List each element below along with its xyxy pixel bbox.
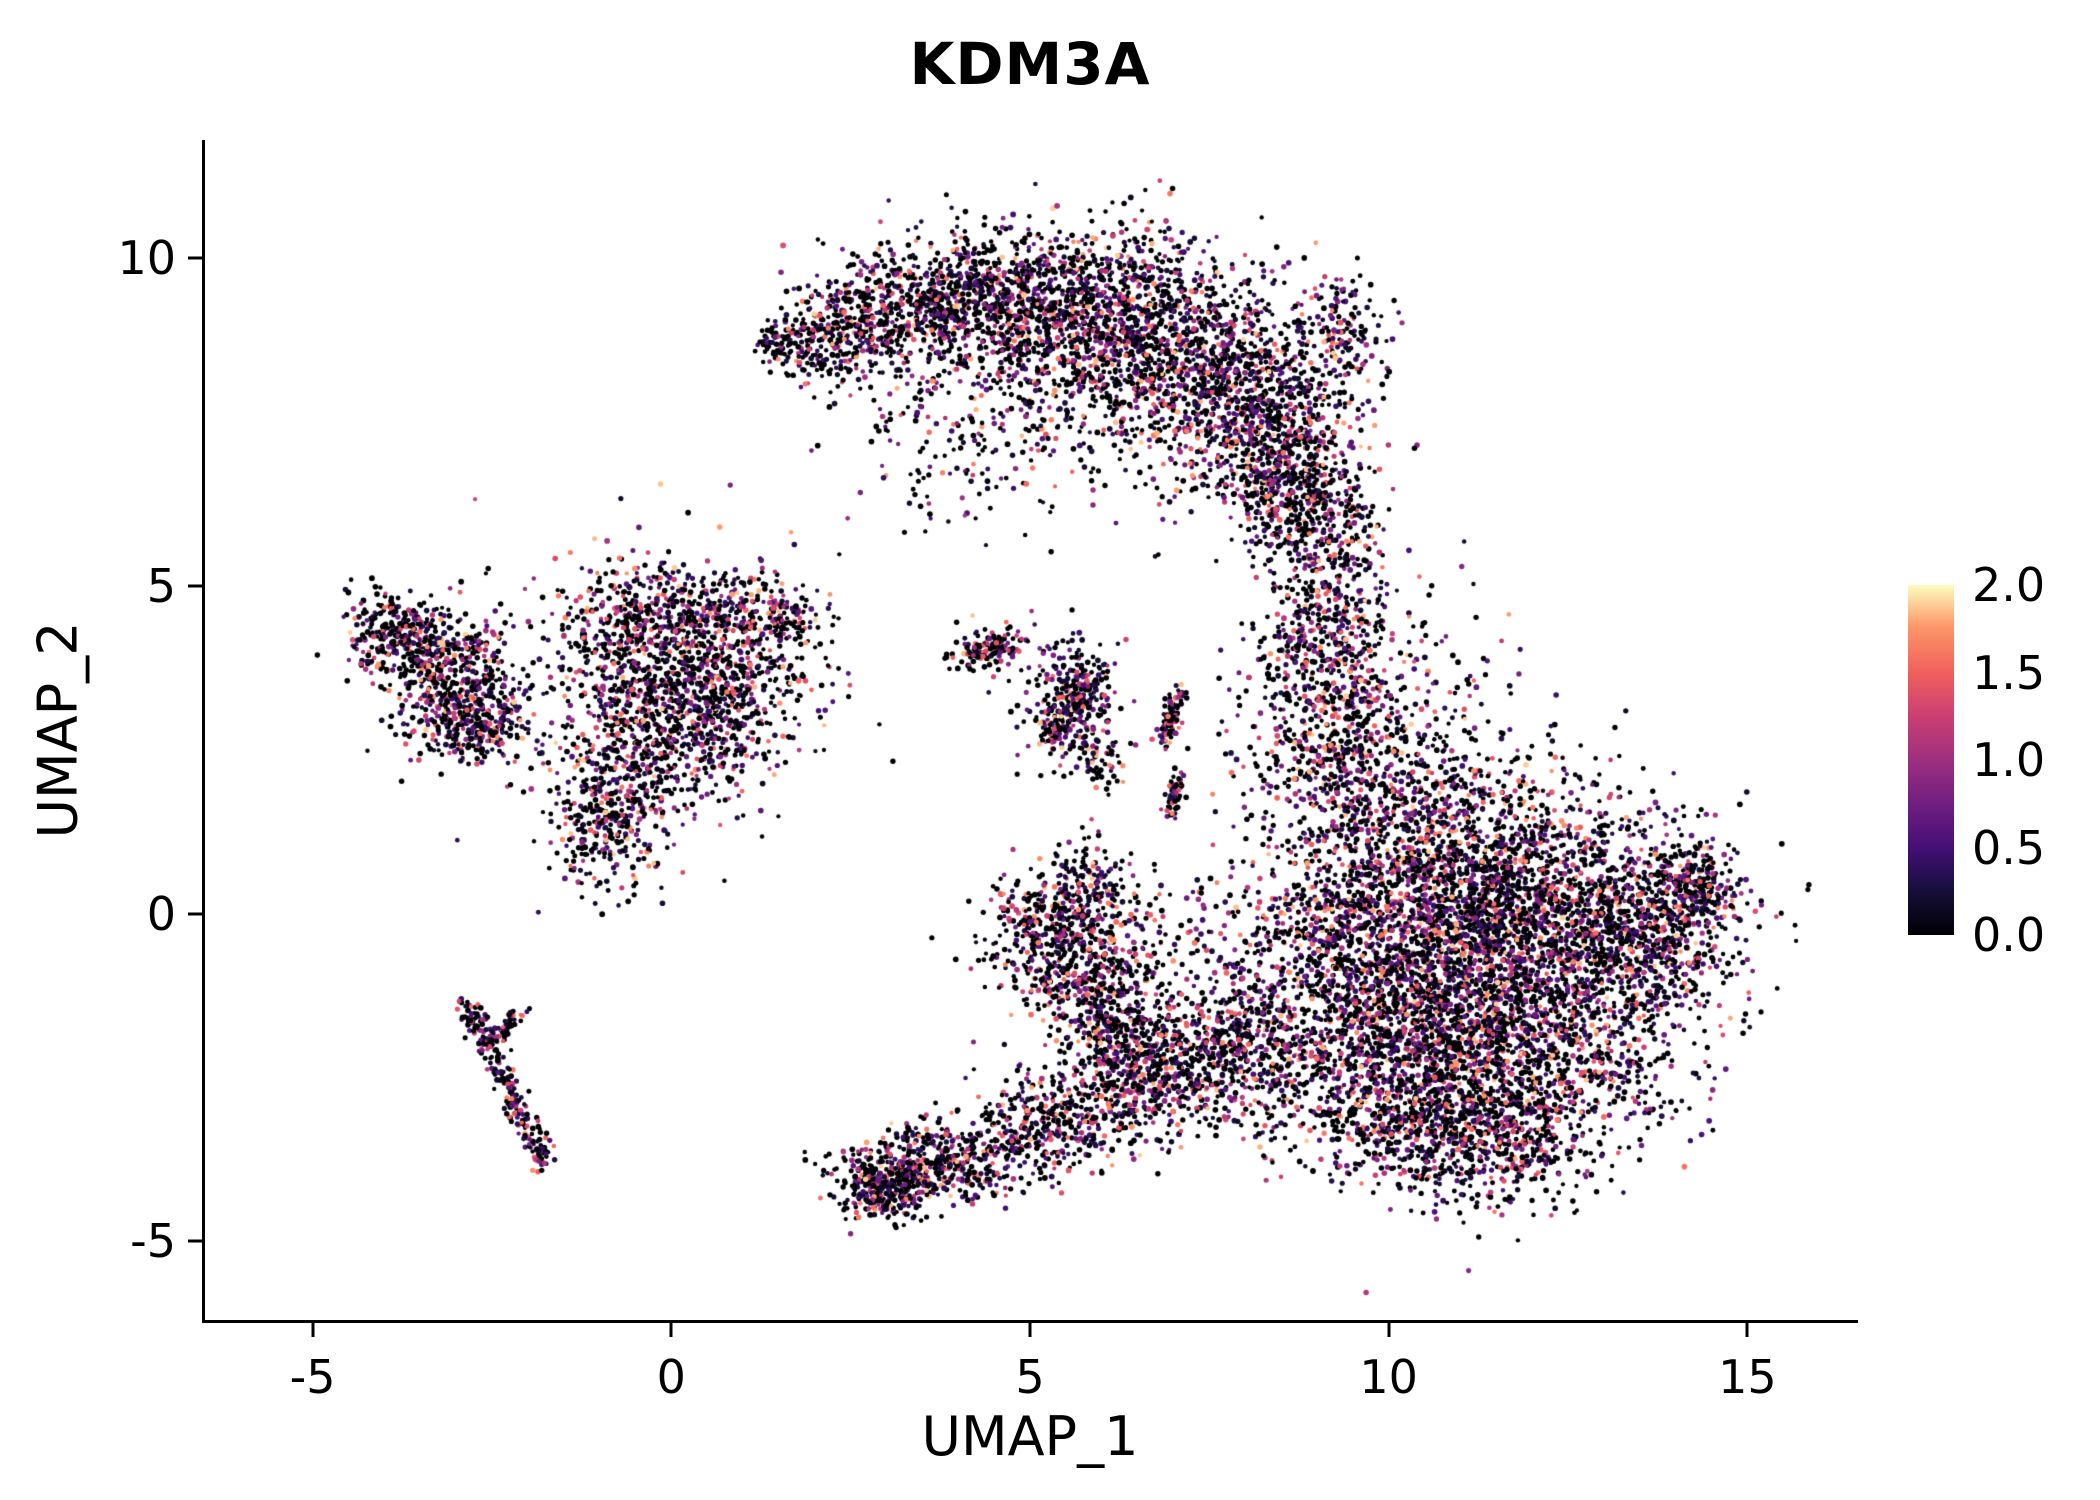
x-axis-line (202, 1320, 1858, 1323)
colorbar-tick-label: 0.0 (1972, 908, 2046, 962)
colorbar-tick-label: 2.0 (1972, 558, 2046, 612)
x-tick-label: 10 (1359, 1350, 1418, 1404)
y-tick-mark (188, 1239, 202, 1243)
y-axis-line (202, 140, 205, 1323)
colorbar-tick-label: 1.0 (1972, 733, 2046, 787)
x-tick-label: 0 (656, 1350, 686, 1404)
x-tick-label: 15 (1718, 1350, 1777, 1404)
x-tick-mark (1387, 1323, 1391, 1337)
x-tick-mark (669, 1323, 673, 1337)
y-tick-mark (188, 584, 202, 588)
y-tick-label: -5 (130, 1214, 176, 1269)
x-tick-label: -5 (289, 1350, 336, 1404)
y-tick-label: 10 (117, 231, 176, 285)
y-tick-label: 0 (146, 886, 176, 941)
colorbar-legend: 0.0 0.5 1.0 1.5 2.0 (1908, 558, 2098, 962)
y-tick-label: 5 (146, 558, 176, 613)
x-tick-mark (1745, 1323, 1749, 1337)
colorbar-tick-label: 1.5 (1972, 645, 2046, 700)
plot-area (205, 140, 1855, 1320)
y-tick-mark (188, 256, 202, 260)
colorbar-gradient (1908, 585, 1954, 935)
x-axis-label: UMAP_1 (921, 1405, 1139, 1468)
y-axis-label: UMAP_2 (26, 621, 90, 839)
y-tick-mark (188, 912, 202, 916)
colorbar-tick-label: 0.5 (1972, 820, 2046, 875)
x-tick-label: 5 (1015, 1350, 1045, 1404)
x-tick-mark (311, 1323, 315, 1337)
umap-scatter-canvas (205, 140, 1855, 1320)
x-tick-mark (1028, 1323, 1032, 1337)
plot-title: KDM3A (909, 30, 1151, 98)
